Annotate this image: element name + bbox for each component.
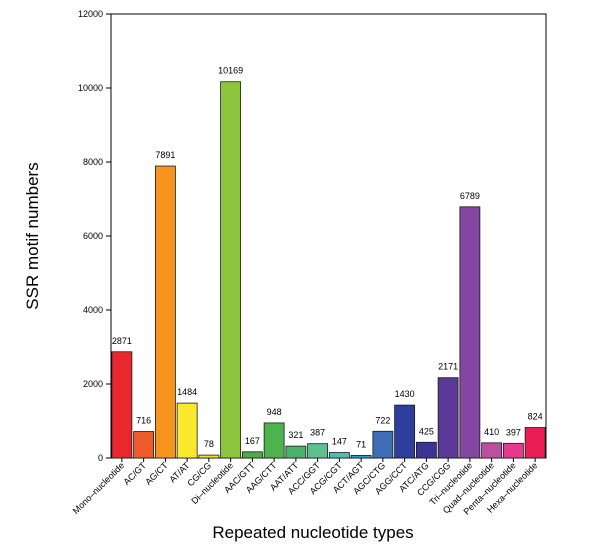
bar-value-label: 71 xyxy=(356,439,366,449)
bar-value-label: 78 xyxy=(204,439,214,449)
bar-18 xyxy=(481,442,503,459)
bar-value-label: 10169 xyxy=(218,66,243,76)
bar-value-label: 948 xyxy=(267,407,282,417)
bar-16 xyxy=(437,377,459,459)
bar-14 xyxy=(394,404,416,459)
bar-value-label: 2171 xyxy=(438,362,458,372)
bar-value-label: 7891 xyxy=(155,150,175,160)
bar-value-label: 387 xyxy=(310,428,325,438)
bar-6 xyxy=(220,81,242,459)
bar-10 xyxy=(307,443,329,459)
y-tick-label: 0 xyxy=(98,453,103,463)
bar-12 xyxy=(350,454,372,459)
x-tick-label: AC/GT xyxy=(122,460,149,487)
bar-15 xyxy=(415,441,437,459)
bar-value-label: 2871 xyxy=(112,336,132,346)
bar-1 xyxy=(111,351,133,459)
bar-value-label: 147 xyxy=(332,437,347,447)
bar-19 xyxy=(502,442,524,459)
bar-5 xyxy=(198,454,220,459)
bar-8 xyxy=(263,422,285,459)
bar-20 xyxy=(524,427,546,459)
bar-value-label: 1430 xyxy=(395,389,415,399)
x-tick-label: AG/CT xyxy=(143,460,170,487)
bar-3 xyxy=(154,165,176,459)
bar-value-label: 716 xyxy=(136,416,151,426)
x-axis-title: Repeated nucleotide types xyxy=(212,523,413,542)
y-tick-label: 8000 xyxy=(83,157,103,167)
y-tick-label: 4000 xyxy=(83,305,103,315)
bar-value-label: 6789 xyxy=(460,191,480,201)
bar-value-label: 824 xyxy=(528,412,543,422)
bar-2 xyxy=(133,431,155,459)
bar-11 xyxy=(328,452,350,459)
bar-value-label: 1484 xyxy=(177,387,197,397)
bar-value-label: 410 xyxy=(484,427,499,437)
bar-7 xyxy=(241,451,263,459)
y-tick-label: 2000 xyxy=(83,379,103,389)
bar-value-label: 722 xyxy=(375,415,390,425)
y-axis-title: SSR motif numbers xyxy=(23,162,42,309)
x-tick-label: Mono–nucleotide xyxy=(71,460,127,516)
bar-value-label: 397 xyxy=(506,427,521,437)
bar-9 xyxy=(285,445,307,459)
y-tick-label: 12000 xyxy=(78,9,103,19)
bar-value-label: 425 xyxy=(419,426,434,436)
y-tick-label: 6000 xyxy=(83,231,103,241)
bar-value-label: 321 xyxy=(288,430,303,440)
bar-4 xyxy=(176,402,198,459)
bar-17 xyxy=(459,206,481,459)
plot-area: 0 2000 4000 6000 8000 10000 12000 2871 Mono–nucl… xyxy=(71,9,547,517)
bar-13 xyxy=(372,430,394,459)
bar-value-label: 167 xyxy=(245,436,260,446)
y-tick-label: 10000 xyxy=(78,83,103,93)
